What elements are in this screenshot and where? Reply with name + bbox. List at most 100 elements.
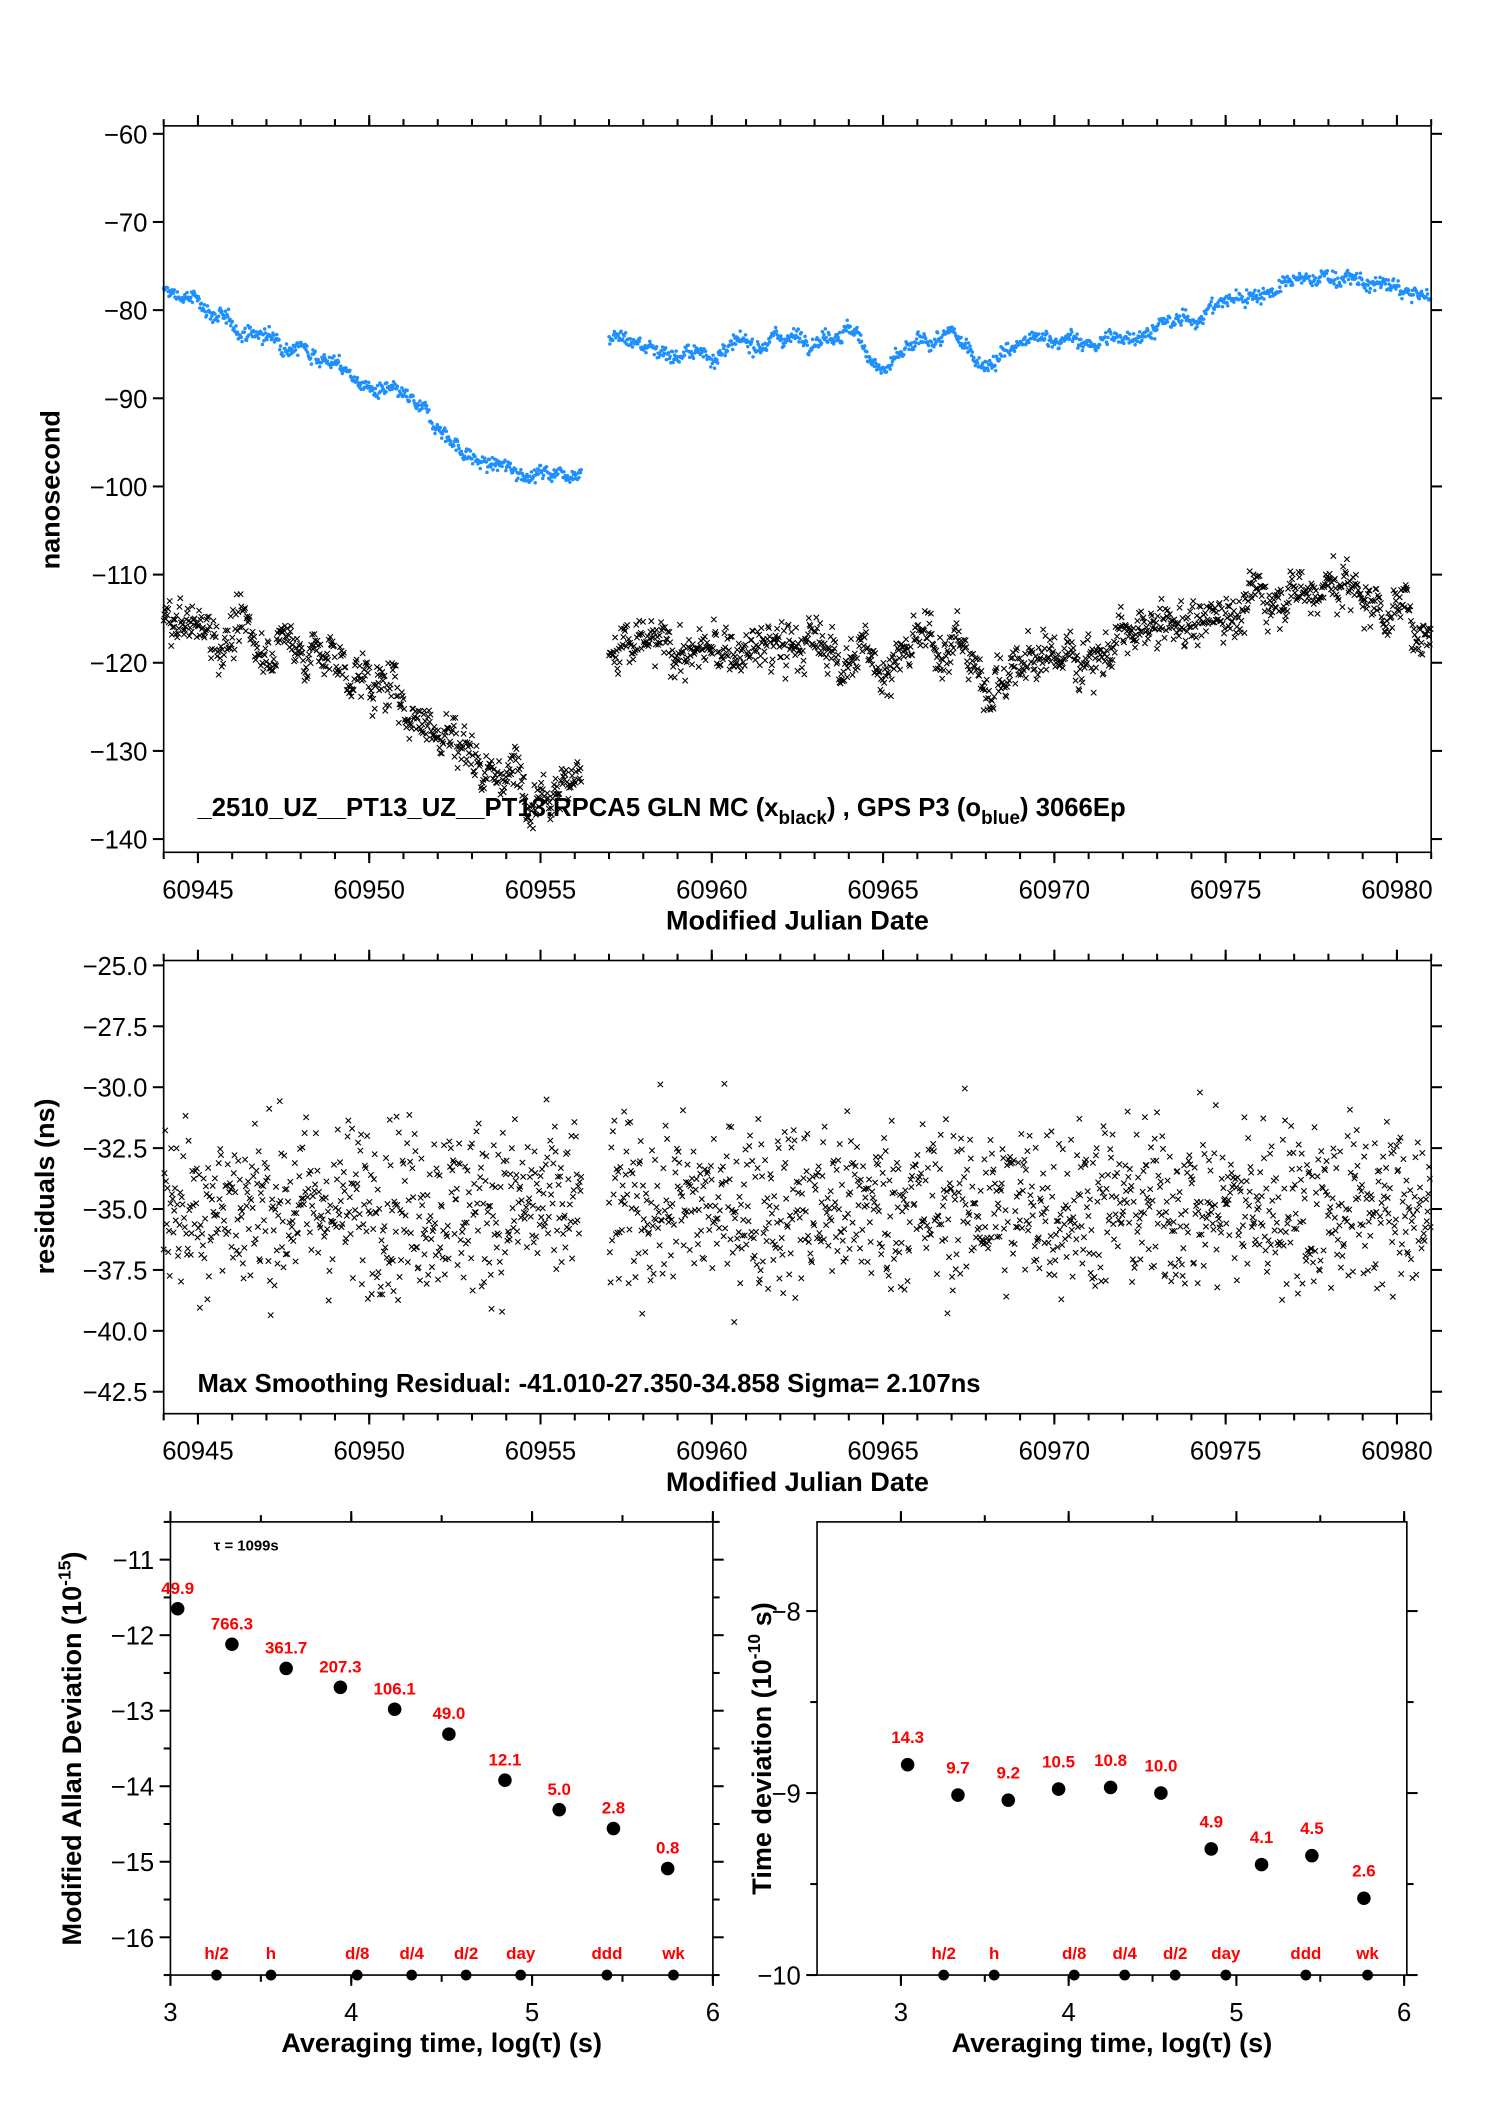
blue-point [329, 365, 333, 370]
residual-point [164, 1185, 171, 1192]
black-point [765, 623, 772, 630]
residual-point [1119, 1208, 1127, 1215]
residual-point [512, 1177, 519, 1184]
residual-point [1031, 1243, 1038, 1250]
blue-point [1021, 342, 1025, 347]
residual-point [1049, 1193, 1056, 1200]
black-point [924, 635, 931, 642]
blue-point [703, 349, 708, 354]
black-point [927, 631, 934, 638]
residual-point [1309, 1259, 1317, 1266]
black-point [960, 636, 968, 643]
residual-point [333, 1176, 341, 1183]
residual-point [375, 1269, 382, 1276]
black-point [737, 667, 745, 674]
residual-point [443, 1233, 451, 1240]
black-point [1276, 625, 1283, 633]
blue-point [234, 324, 238, 328]
residual-point [1267, 1241, 1274, 1249]
residual-point [985, 1238, 993, 1245]
residual-point [758, 1141, 765, 1148]
residual-point [484, 1208, 491, 1215]
black-point [804, 636, 811, 643]
x-tick-label: 60980 [1361, 876, 1432, 904]
black-point [177, 595, 184, 602]
blue-point [457, 446, 461, 451]
residual-point [743, 1241, 750, 1248]
black-point [324, 650, 331, 657]
residual-point [315, 1188, 323, 1195]
residual-point [945, 1254, 953, 1261]
blue-point [296, 344, 301, 349]
residual-point [1128, 1182, 1135, 1190]
residual-point [652, 1216, 659, 1223]
residual-point [859, 1163, 867, 1170]
residual-point [217, 1151, 225, 1159]
residual-point [907, 1176, 914, 1183]
residual-point [766, 1202, 773, 1209]
residual-point [876, 1240, 883, 1247]
black-point [611, 659, 618, 666]
residual-point [872, 1154, 879, 1161]
residual-point [212, 1211, 219, 1218]
black-point [943, 660, 950, 667]
black-point [769, 656, 776, 663]
residual-point [1330, 1145, 1337, 1152]
blue-point [454, 448, 458, 453]
black-point [1297, 583, 1305, 590]
black-point [1101, 651, 1108, 658]
black-point [817, 620, 824, 627]
black-point [1072, 677, 1079, 684]
black-point [235, 637, 243, 645]
black-point [453, 730, 460, 737]
residual-point [624, 1191, 631, 1198]
residual-point [1019, 1225, 1026, 1232]
residual-point [635, 1250, 642, 1257]
black-point [768, 661, 775, 669]
residual-point [490, 1142, 497, 1149]
residual-point [780, 1164, 788, 1172]
residual-point [547, 1191, 555, 1198]
blue-point [556, 472, 560, 476]
residual-point [1353, 1126, 1360, 1134]
black-point [463, 756, 470, 763]
blue-point [969, 353, 974, 358]
residual-point [1263, 1185, 1270, 1192]
black-point [353, 656, 360, 663]
residual-point [942, 1116, 950, 1123]
residual-point [196, 1304, 203, 1311]
residual-point [270, 1227, 277, 1234]
residual-point [550, 1160, 557, 1167]
black-point [415, 707, 422, 714]
black-point [483, 752, 490, 760]
blue-point [277, 337, 281, 342]
residual-point [731, 1215, 739, 1222]
black-point [184, 605, 191, 612]
residual-point [578, 1173, 585, 1180]
residual-point [1151, 1135, 1158, 1142]
residual-point [758, 1173, 766, 1180]
residual-point [1316, 1267, 1323, 1274]
residual-point [963, 1166, 971, 1173]
residual-point [1205, 1157, 1213, 1164]
black-point [1120, 639, 1127, 646]
residual-point [858, 1258, 865, 1265]
residual-point [1065, 1232, 1072, 1240]
blue-point [877, 363, 881, 367]
blue-point [1133, 343, 1137, 347]
black-point [844, 674, 851, 681]
residual-point [778, 1234, 785, 1242]
residual-point [181, 1224, 188, 1231]
black-point [905, 660, 913, 667]
black-point [666, 629, 673, 636]
residual-point [1262, 1247, 1269, 1254]
blue-point [313, 349, 317, 354]
residual-point [785, 1136, 792, 1143]
residual-point [376, 1291, 384, 1298]
blue-point [1227, 293, 1232, 297]
residual-point [948, 1185, 955, 1192]
residual-point [533, 1180, 540, 1187]
residual-point [1277, 1227, 1284, 1234]
black-point [658, 619, 665, 626]
black-point [978, 667, 985, 674]
